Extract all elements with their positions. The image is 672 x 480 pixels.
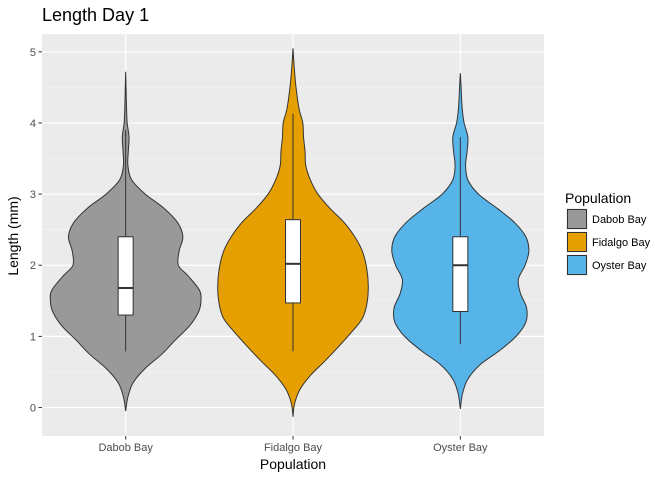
boxplots xyxy=(117,113,469,352)
y-axis: 0 1 2 3 4 5 xyxy=(30,47,42,415)
legend-title: Population xyxy=(565,190,631,206)
chart-title: Length Day 1 xyxy=(42,5,149,25)
y-tick-label: 1 xyxy=(30,331,36,343)
box-oyster-bay xyxy=(452,236,469,312)
box-dabob-bay xyxy=(117,236,134,316)
legend-key-dabob-bay xyxy=(567,209,587,229)
x-axis-title: Population xyxy=(260,456,326,472)
legend-label: Fidalgo Bay xyxy=(592,237,651,249)
y-tick-label: 0 xyxy=(30,403,36,415)
y-axis-title: Length (mm) xyxy=(5,196,21,275)
y-tick-label: 4 xyxy=(30,118,36,130)
legend-key-oyster-bay xyxy=(567,255,587,275)
box-fidalgo-bay xyxy=(285,219,301,304)
x-tick-label: Fidalgo Bay xyxy=(264,442,323,454)
x-tick-label: Oyster Bay xyxy=(433,442,488,454)
y-tick-label: 2 xyxy=(30,260,36,272)
y-tick-label: 5 xyxy=(30,47,36,59)
x-tick-label: Dabob Bay xyxy=(98,442,153,454)
legend: Population Dabob Bay Fidalgo Bay Oyster Ba… xyxy=(565,190,651,276)
x-axis: Dabob Bay Fidalgo Bay Oyster Bay xyxy=(98,436,488,454)
legend-label: Dabob Bay xyxy=(592,214,647,226)
legend-key-fidalgo-bay xyxy=(567,232,587,252)
y-tick-label: 3 xyxy=(30,189,36,201)
legend-label: Oyster Bay xyxy=(592,260,647,272)
